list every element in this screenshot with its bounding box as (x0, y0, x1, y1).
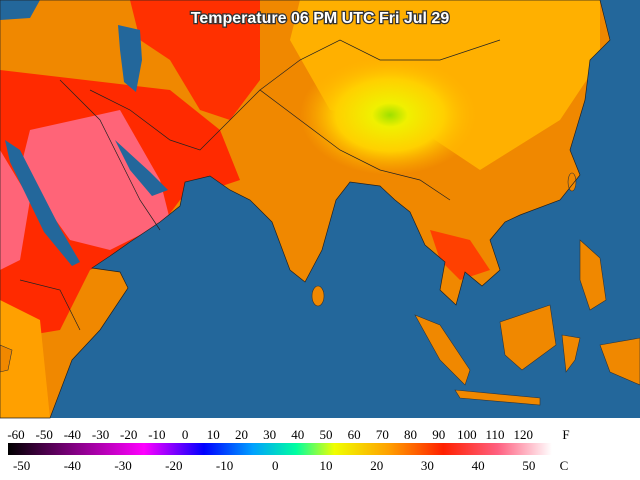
map: Temperature 06 PM UTC Fri Jul 29 (0, 0, 640, 419)
celsius-unit: C (560, 458, 569, 473)
celsius-label: 50 (522, 458, 535, 473)
fahrenheit-label: -40 (64, 427, 81, 442)
map-title: Temperature 06 PM UTC Fri Jul 29 (191, 10, 450, 27)
islands (0, 172, 640, 406)
celsius-label: 20 (370, 458, 383, 473)
celsius-label: 0 (272, 458, 279, 473)
color-scale (8, 443, 552, 455)
celsius-label: 10 (319, 458, 332, 473)
red-sea (5, 140, 80, 266)
fahrenheit-label: -20 (120, 427, 137, 442)
black-sea (0, 0, 40, 20)
celsius-label: -10 (216, 458, 233, 473)
fahrenheit-label: 100 (457, 427, 477, 442)
caspian-sea (118, 25, 142, 92)
fahrenheit-label: 60 (348, 427, 361, 442)
borders (0, 0, 611, 419)
fahrenheit-label: 90 (432, 427, 445, 442)
fahrenheit-label: 10 (207, 427, 220, 442)
fahrenheit-label: 50 (319, 427, 332, 442)
celsius-label: -20 (165, 458, 182, 473)
fahrenheit-label: 110 (486, 427, 505, 442)
celsius-label: 40 (472, 458, 485, 473)
fahrenheit-label: 80 (404, 427, 417, 442)
fahrenheit-label: -30 (92, 427, 109, 442)
fahrenheit-label: 40 (291, 427, 304, 442)
fahrenheit-label: -10 (148, 427, 165, 442)
temperature-legend: F C -60 -50 -40 -30 -20 -10 0 10 20 30 40 50 60 70 80 9… (7, 427, 569, 473)
celsius-label: -50 (13, 458, 30, 473)
fahrenheit-label: -50 (36, 427, 53, 442)
celsius-label: 30 (421, 458, 434, 473)
celsius-label: -30 (114, 458, 131, 473)
fahrenheit-unit: F (562, 427, 569, 442)
fahrenheit-label: -60 (7, 427, 24, 442)
fahrenheit-label: 70 (376, 427, 389, 442)
fahrenheit-label: 0 (182, 427, 189, 442)
fahrenheit-label: 120 (513, 427, 533, 442)
persian-gulf (115, 140, 168, 196)
celsius-label: -40 (64, 458, 81, 473)
fahrenheit-label: 20 (235, 427, 248, 442)
fahrenheit-label: 30 (263, 427, 276, 442)
